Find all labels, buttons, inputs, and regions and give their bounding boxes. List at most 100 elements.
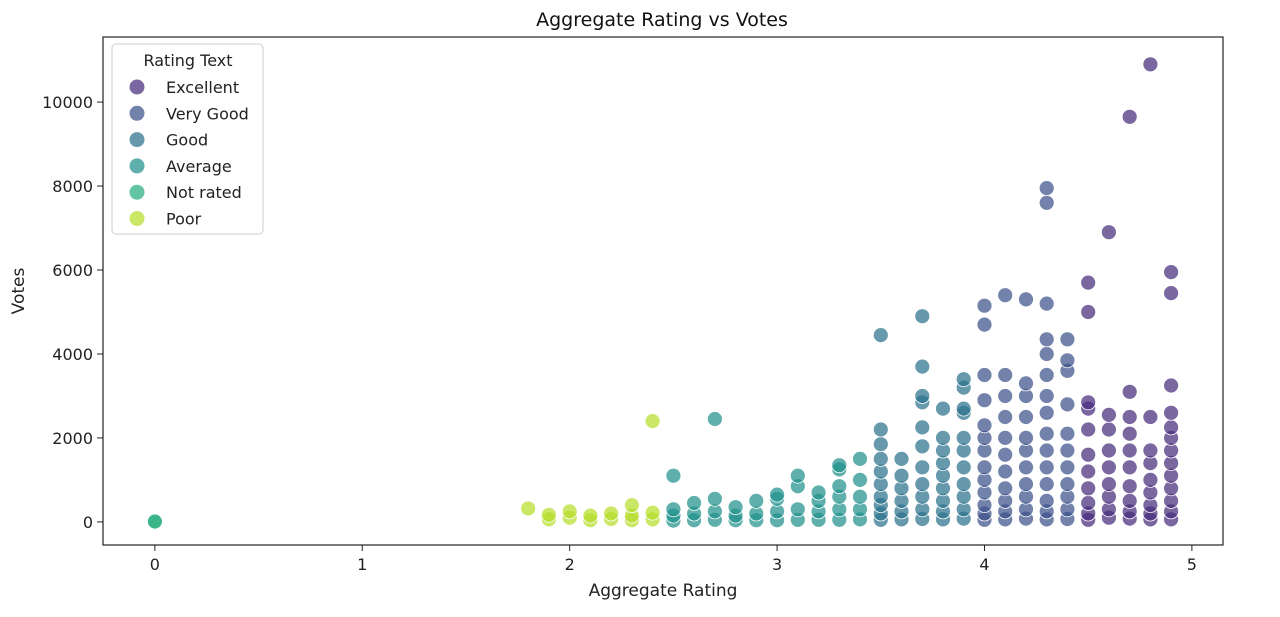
point-good-21 <box>914 438 931 455</box>
x-axis-title: Aggregate Rating <box>589 581 738 601</box>
point-poor-13 <box>644 504 661 521</box>
point-good-20 <box>914 459 931 476</box>
point-very-good-8 <box>976 417 993 434</box>
point-excellent-26 <box>1121 425 1138 442</box>
point-excellent-6 <box>1080 421 1097 438</box>
point-good-42 <box>955 429 972 446</box>
point-excellent-37 <box>1142 409 1159 425</box>
point-poor-2 <box>541 506 557 523</box>
point-very-good-47 <box>1038 295 1055 312</box>
point-very-good-23 <box>997 287 1014 304</box>
point-very-good-43 <box>1038 388 1055 404</box>
point-excellent-16 <box>1101 442 1117 459</box>
x-tick-label: 2 <box>565 555 575 574</box>
y-tick-label: 10000 <box>42 93 93 112</box>
y-tick-label: 2000 <box>52 429 93 448</box>
point-very-good-37 <box>1038 492 1055 509</box>
point-good-14 <box>893 467 910 484</box>
legend-label-very-good: Very Good <box>166 104 249 123</box>
point-very-good-16 <box>997 480 1014 497</box>
point-poor-6 <box>582 507 599 524</box>
point-average-6 <box>686 495 702 511</box>
point-very-good-56 <box>1059 425 1076 442</box>
y-axis-title: Votes <box>9 268 29 315</box>
point-very-good-21 <box>997 388 1014 404</box>
y-axis: 0 2000 4000 6000 8000 10000 <box>42 93 103 532</box>
point-average-28 <box>810 484 827 501</box>
point-poor-8 <box>603 505 619 522</box>
point-good-35 <box>935 400 951 417</box>
point-very-good-45 <box>1038 346 1055 362</box>
point-very-good-30 <box>1018 429 1034 446</box>
point-good-39 <box>955 476 972 493</box>
point-good-19 <box>914 476 931 493</box>
point-very-good-41 <box>1038 425 1055 442</box>
point-very-good-33 <box>1018 375 1034 392</box>
point-excellent-24 <box>1121 459 1138 476</box>
legend-label-not-rated: Not rated <box>166 183 242 202</box>
point-excellent-5 <box>1080 446 1097 463</box>
plot-area <box>103 37 1223 545</box>
point-excellent-9 <box>1080 304 1097 320</box>
point-very-good-5 <box>976 459 993 476</box>
legend-box <box>111 43 264 235</box>
chart-title: Aggregate Rating vs Votes <box>536 9 788 31</box>
point-excellent-8 <box>1080 394 1097 411</box>
legend: Rating Text Excellent Very Good Good Averag… <box>111 43 264 235</box>
legend-label-excellent: Excellent <box>166 78 239 97</box>
point-average-3 <box>665 467 682 484</box>
point-poor-4 <box>561 503 578 520</box>
point-very-good-27 <box>1018 476 1034 493</box>
point-very-good-20 <box>997 409 1014 425</box>
point-excellent-48 <box>1163 404 1179 421</box>
point-average-20 <box>769 486 785 503</box>
point-excellent-3 <box>1080 480 1097 497</box>
point-good-46 <box>955 371 972 388</box>
point-excellent-34 <box>1142 471 1159 488</box>
point-very-good-60 <box>1059 331 1076 348</box>
point-very-good-28 <box>1018 459 1034 476</box>
point-very-good-10 <box>976 367 993 383</box>
legend-marker-poor <box>129 211 145 226</box>
y-tick-label: 4000 <box>52 345 93 364</box>
point-excellent-15 <box>1101 459 1117 476</box>
point-excellent-29 <box>1121 108 1138 125</box>
point-excellent-10 <box>1080 274 1097 291</box>
point-very-good-53 <box>1059 476 1076 493</box>
point-average-38 <box>852 471 868 488</box>
x-tick-label: 0 <box>150 555 160 574</box>
point-good-9 <box>872 327 889 344</box>
point-very-good-31 <box>1018 409 1034 425</box>
point-very-good-40 <box>1038 442 1055 459</box>
legend-label-good: Good <box>166 131 208 150</box>
x-tick-label: 3 <box>772 555 782 574</box>
point-average-34 <box>831 457 848 474</box>
point-average-10 <box>707 411 723 427</box>
legend-marker-excellent <box>129 79 145 95</box>
point-very-good-12 <box>976 297 993 314</box>
point-very-good-46 <box>1038 331 1055 348</box>
point-good-7 <box>872 436 889 453</box>
point-good-34 <box>935 429 951 446</box>
point-excellent-2 <box>1080 495 1097 511</box>
point-very-good-19 <box>997 429 1014 446</box>
point-excellent-14 <box>1101 476 1117 493</box>
point-average-2 <box>665 501 682 518</box>
point-good-40 <box>955 459 972 476</box>
point-very-good-34 <box>1018 291 1034 308</box>
point-excellent-19 <box>1101 224 1117 241</box>
legend-marker-good <box>129 132 145 148</box>
point-very-good-48 <box>1038 194 1055 211</box>
point-very-good-54 <box>1059 459 1076 476</box>
point-average-37 <box>852 488 868 505</box>
point-poor-11 <box>624 497 640 514</box>
legend-marker-average <box>129 158 145 174</box>
point-excellent-22 <box>1121 492 1138 509</box>
point-excellent-47 <box>1163 419 1179 436</box>
point-excellent-49 <box>1163 377 1179 394</box>
point-very-good-49 <box>1038 180 1055 197</box>
point-very-good-9 <box>976 392 993 409</box>
legend-label-poor: Poor <box>166 210 202 229</box>
x-tick-label: 5 <box>1187 555 1197 574</box>
